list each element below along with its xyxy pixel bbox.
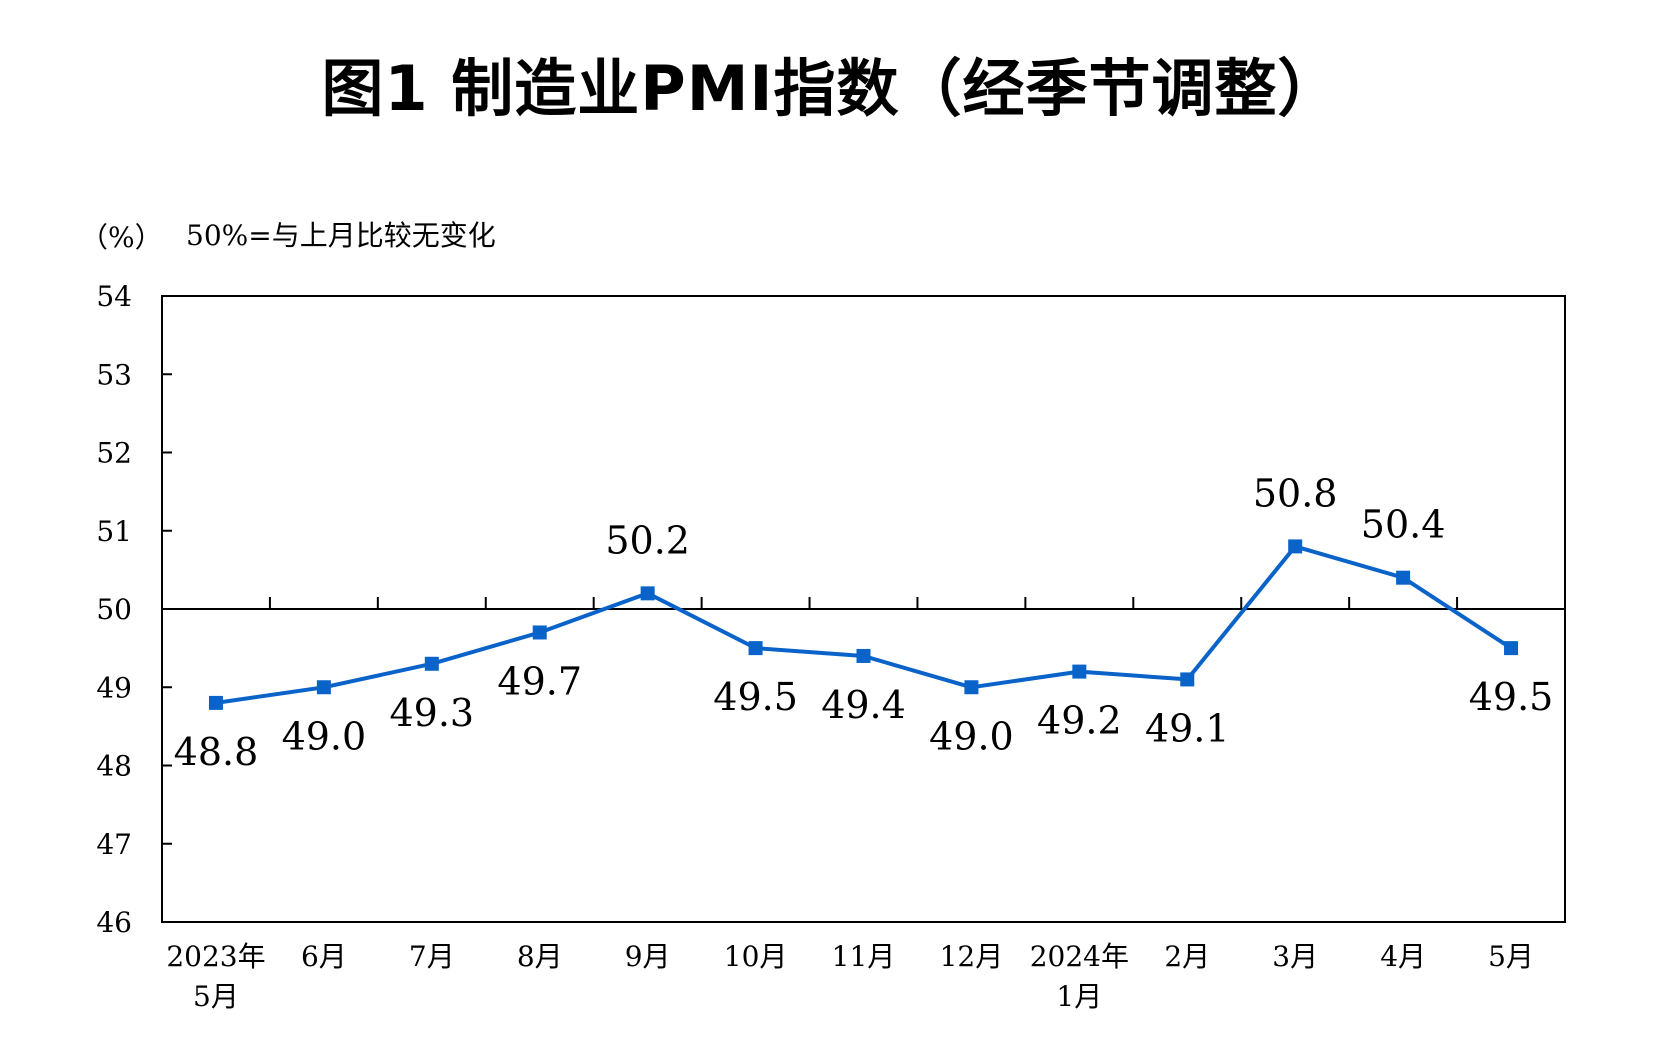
data-point-marker [748, 641, 763, 656]
x-tick-label: 2023年 [166, 940, 265, 973]
x-tick-label: 9月 [625, 940, 671, 973]
data-point-marker [424, 656, 439, 671]
data-point-marker [856, 648, 871, 663]
data-label: 50.4 [1361, 503, 1446, 547]
x-tick-label: 10月 [724, 940, 788, 973]
x-tick-label: 7月 [409, 940, 455, 973]
data-label: 49.1 [1145, 706, 1230, 750]
data-label: 50.8 [1253, 471, 1338, 515]
x-tick-label: 2月 [1164, 940, 1210, 973]
data-point-marker [1180, 672, 1195, 687]
x-tick-label: 2024年 [1030, 940, 1129, 973]
y-tick-label: 53 [96, 358, 132, 391]
chart-title: 图1 制造业PMI指数（经季节调整） [321, 52, 1341, 125]
x-tick-label: 5月 [1488, 940, 1534, 973]
data-point-marker [1072, 664, 1087, 679]
data-point-marker [1396, 570, 1411, 585]
y-tick-label: 49 [96, 671, 132, 704]
data-label: 49.5 [1469, 675, 1554, 719]
data-point-marker [640, 586, 655, 601]
x-tick-label: 4月 [1380, 940, 1426, 973]
y-tick-label: 47 [96, 828, 132, 861]
y-unit-label: （%） [80, 221, 163, 254]
y-tick-label: 52 [96, 437, 132, 470]
data-label: 49.7 [497, 659, 582, 703]
data-point-marker [964, 680, 979, 695]
data-label: 49.0 [929, 714, 1014, 758]
data-label: 50.2 [605, 518, 690, 562]
x-tick-label: 3月 [1272, 940, 1318, 973]
x-tick-label: 1月 [1056, 980, 1102, 1013]
data-point-marker [208, 695, 223, 710]
y-tick-label: 51 [96, 515, 132, 548]
data-point-marker [1288, 539, 1303, 554]
x-tick-label: 6月 [301, 940, 347, 973]
data-point-marker [316, 680, 331, 695]
x-tick-label: 5月 [193, 980, 239, 1013]
x-tick-label: 11月 [832, 940, 896, 973]
x-tick-label: 12月 [940, 940, 1004, 973]
y-tick-label: 46 [96, 906, 132, 939]
data-label: 49.0 [282, 714, 367, 758]
data-label: 49.5 [713, 675, 798, 719]
y-tick-label: 54 [96, 280, 132, 313]
data-label: 49.4 [821, 683, 906, 727]
reference-note: 50%=与上月比较无变化 [186, 219, 496, 252]
x-tick-label: 8月 [517, 940, 563, 973]
data-point-marker [532, 625, 547, 640]
data-point-marker [1504, 641, 1519, 656]
data-label: 49.3 [390, 691, 475, 735]
y-tick-label: 48 [96, 750, 132, 783]
y-tick-label: 50 [96, 593, 132, 626]
series-line-pmi [215, 544, 1513, 705]
data-label: 49.2 [1037, 699, 1122, 743]
data-label: 48.8 [174, 730, 259, 774]
